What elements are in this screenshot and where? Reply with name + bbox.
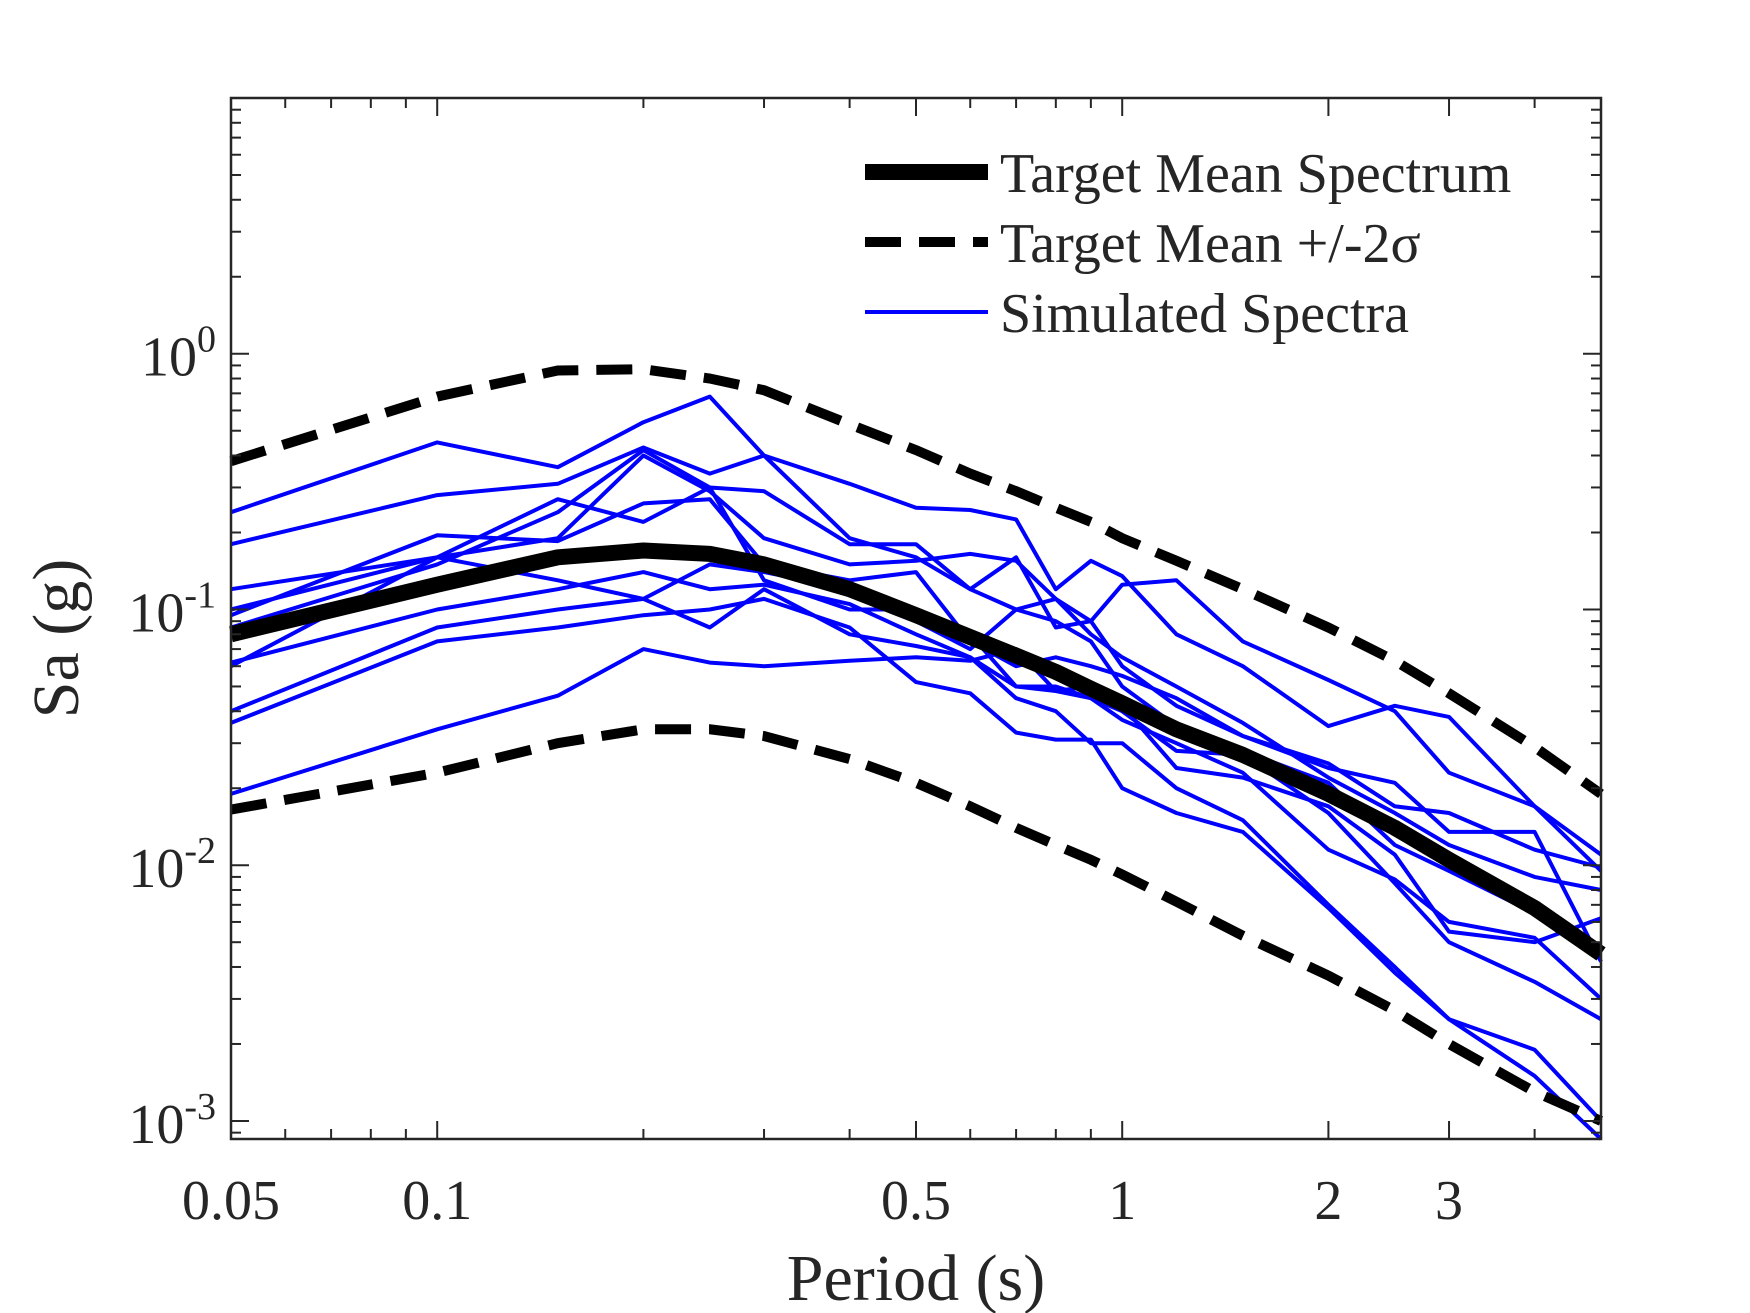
y-tick-label: 10-1 [128,574,216,644]
x-tick-label: 2 [1314,1170,1342,1232]
simulated-spectrum-line-7 [230,555,1603,963]
simulated-spectrum-line-1 [230,394,1603,956]
y-tick-label: 10-3 [128,1086,216,1156]
target-series [229,364,1606,1126]
axis-ticks [230,97,1602,1139]
x-tick-label: 0.5 [881,1170,951,1232]
legend-label-target-mean: Target Mean Spectrum [1000,143,1511,205]
tick-labels: 0.05 0.1 0.5 1 2 3 10-3 10-2 10-1 100 [128,319,1463,1232]
simulated-spectrum-line-8 [230,570,1602,1021]
simulated-spectrum-line-2 [230,445,1603,873]
simulated-spectrum-line-3 [230,453,1602,892]
x-tick-label: 1 [1108,1170,1136,1232]
legend-label-simulated: Simulated Spectra [1000,283,1409,345]
simulated-spectrum-line-9 [230,587,1603,1123]
x-tick-label: 0.05 [182,1170,280,1232]
y-tick-label: 100 [141,319,216,389]
simulated-spectrum-line-4 [230,485,1603,857]
y-tick-label: 10-2 [128,830,216,900]
x-tick-label: 0.1 [402,1170,472,1232]
x-axis-label: Period (s) [787,1242,1045,1313]
legend: Target Mean Spectrum Target Mean +/-2σ S… [860,140,1560,350]
simulated-spectrum-line-10 [230,596,1603,1141]
y-axis-label: Sa (g) [20,559,93,718]
simulated-spectra-series [230,394,1603,1141]
x-tick-label: 3 [1435,1170,1463,1232]
target-upper-2sigma-line [229,364,1604,798]
target-mean-line [229,542,1606,961]
legend-label-target-sigma: Target Mean +/-2σ [1000,213,1421,275]
simulated-spectrum-line-6 [230,448,1602,945]
target-lower-2sigma-line [230,724,1604,1126]
